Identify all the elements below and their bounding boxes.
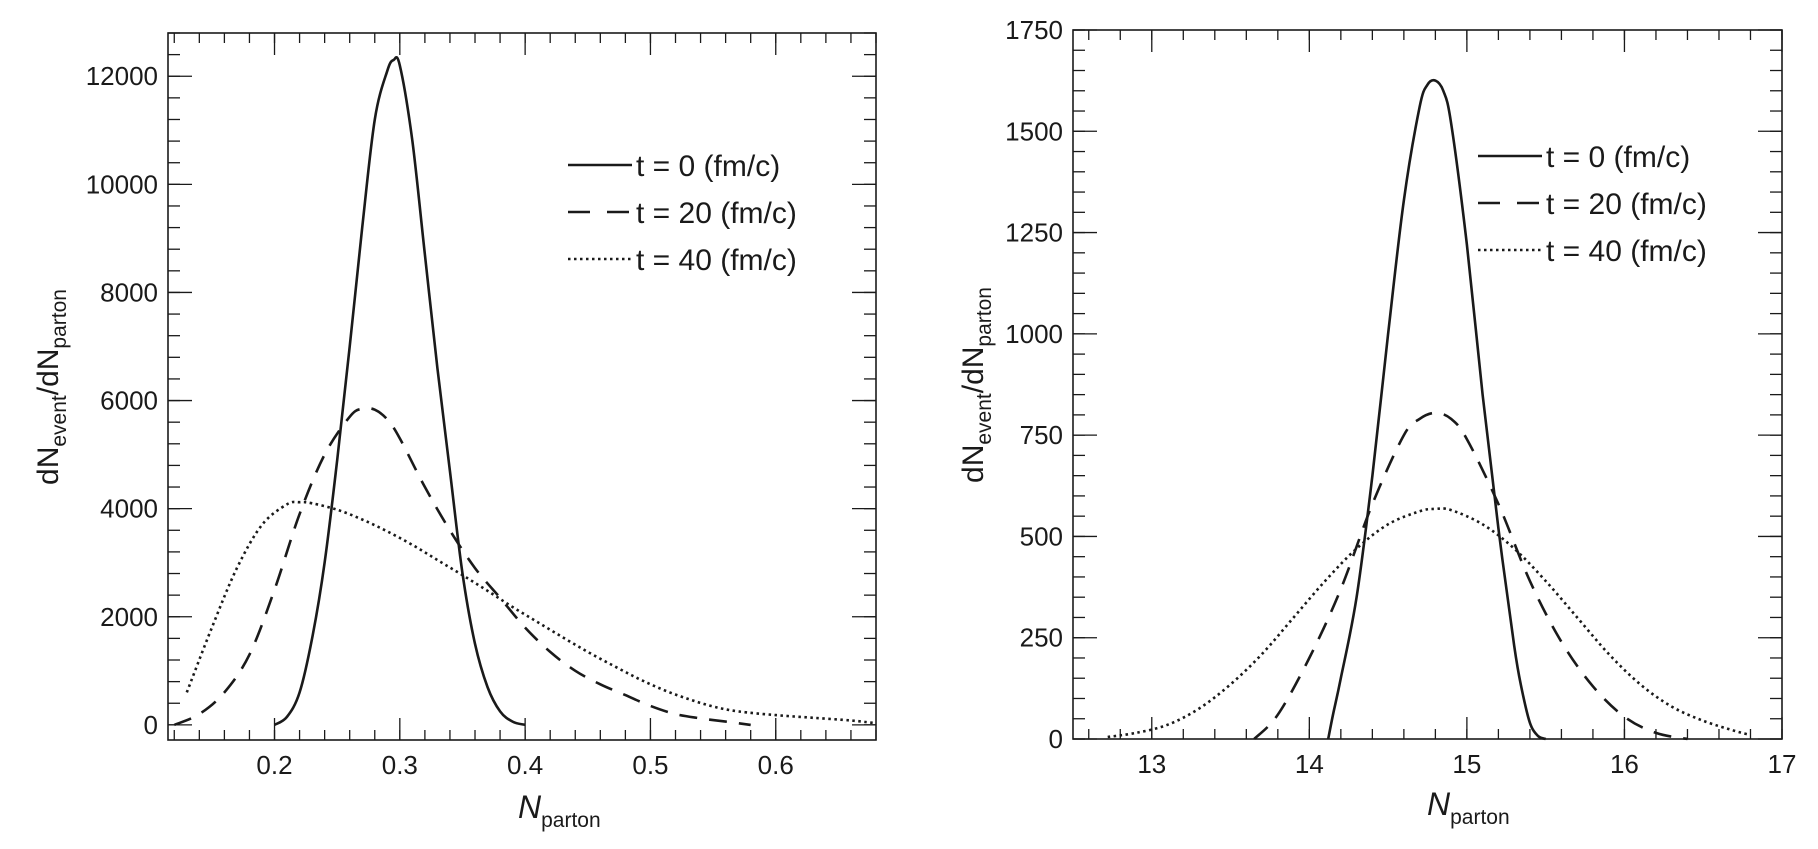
legend-label: t = 40 (fm/c) [636, 244, 797, 277]
legend: t = 0 (fm/c) t = 20 (fm/c) t = 40 (fm/c) [1478, 141, 1707, 268]
y-tick-label: 2000 [100, 602, 158, 632]
series-line-dotted [185, 500, 877, 725]
series-line-dotted [1107, 507, 1751, 739]
x-tick-label: 16 [1610, 749, 1639, 779]
x-tick-label: 13 [1137, 749, 1166, 779]
y-tick-label: 1000 [1005, 319, 1063, 349]
series-line-solid [273, 56, 526, 727]
y-axis-title: dNevent/dNparton [32, 289, 71, 485]
y-tick-label: 250 [1020, 623, 1063, 653]
series-line-dashed [1253, 411, 1688, 741]
y-tick-label: 8000 [100, 277, 158, 307]
legend-label: t = 0 (fm/c) [636, 150, 780, 183]
x-axis-title-main: N [518, 789, 542, 825]
x-tick-label: 0.5 [632, 750, 668, 780]
x-axis-title-sub: parton [1450, 806, 1510, 829]
y-tick-label: 6000 [100, 386, 158, 416]
legend-label: t = 20 (fm/c) [636, 197, 797, 230]
y-tick-label: 1500 [1005, 116, 1063, 146]
y-tick-label: 4000 [100, 494, 158, 524]
chart-panel-right: 13 14 15 16 17 0 250 500 750 1000 1250 1500 1750 t = … [957, 15, 1796, 829]
legend: t = 0 (fm/c) t = 20 (fm/c) t = 40 (fm/c) [568, 150, 797, 277]
y-tick-label: 0 [144, 710, 158, 740]
y-tick-label: 10000 [86, 169, 158, 199]
legend-label: t = 40 (fm/c) [1546, 235, 1707, 268]
x-axis-title: Nparton [1427, 786, 1510, 829]
y-axis-title-sub: event [48, 395, 71, 447]
y-tick-label: 0 [1049, 724, 1063, 754]
plot-frame [167, 32, 877, 741]
y-axis-title-main: dN [957, 445, 990, 483]
y-axis-title-main: /dN [32, 349, 65, 396]
y-tick-label: 1250 [1005, 218, 1063, 248]
x-tick-label: 15 [1452, 749, 1481, 779]
legend-label: t = 20 (fm/c) [1546, 188, 1707, 221]
y-axis-title-main: /dN [957, 347, 990, 394]
y-axis-title-sub: event [973, 393, 996, 445]
y-axis-title-main: dN [32, 447, 65, 485]
y-tick-label: 500 [1020, 521, 1063, 551]
chart-panel-left: 0.2 0.3 0.4 0.5 0.6 0 2000 4000 6000 8000 10000 120… [32, 32, 877, 832]
x-tick-label: 17 [1768, 749, 1797, 779]
y-tick-label: 1750 [1005, 15, 1063, 45]
x-axis-title-sub: parton [541, 809, 601, 832]
x-axis-title-main: N [1427, 786, 1451, 822]
x-tick-label: 14 [1295, 749, 1324, 779]
y-axis-title: dNevent/dNparton [957, 287, 996, 483]
y-tick-label: 750 [1020, 420, 1063, 450]
x-tick-label: 0.3 [382, 750, 418, 780]
x-tick-label: 0.4 [507, 750, 543, 780]
x-axis-title: Nparton [518, 789, 601, 832]
y-axis-title-sub: parton [48, 289, 71, 349]
x-tick-label: 0.6 [758, 750, 794, 780]
y-tick-label: 12000 [86, 61, 158, 91]
x-tick-label: 0.2 [256, 750, 292, 780]
series-line-solid [1326, 78, 1547, 741]
plot-frame [1072, 29, 1783, 740]
y-axis-title-sub: parton [973, 287, 996, 347]
legend-label: t = 0 (fm/c) [1546, 141, 1690, 174]
